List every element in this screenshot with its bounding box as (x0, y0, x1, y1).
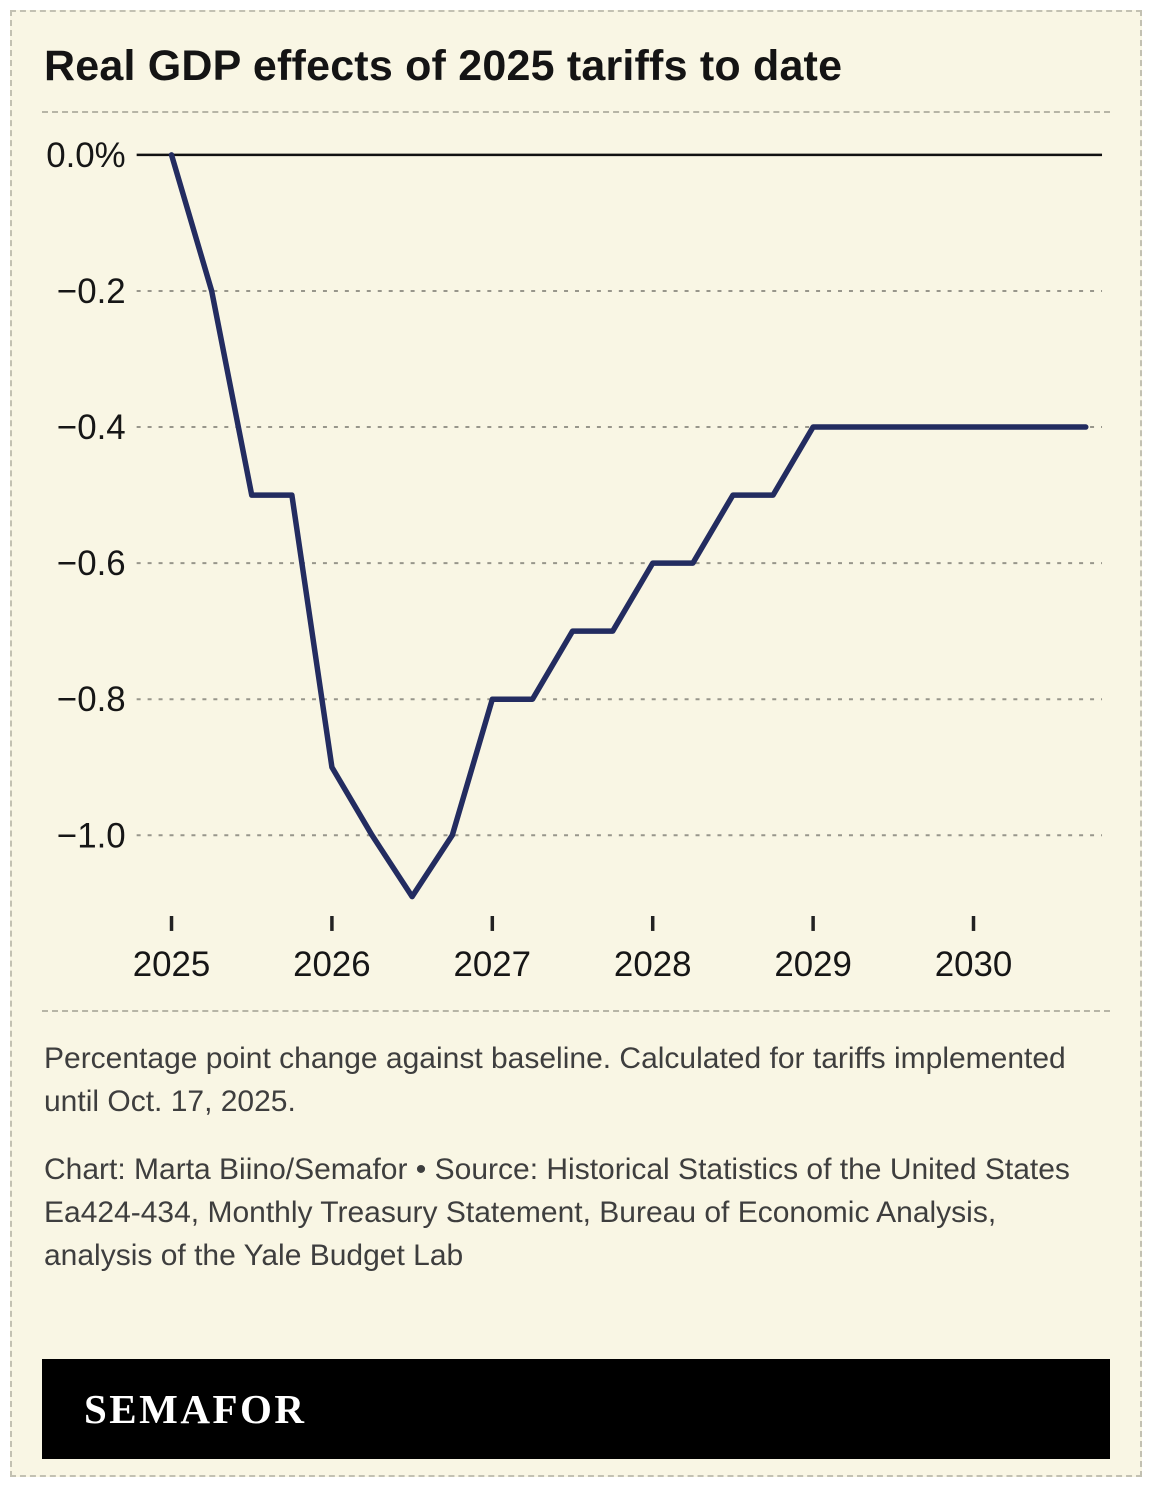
gdp-effect-line (168, 152, 1089, 900)
bottom-separator (42, 1010, 1110, 1013)
semafor-wordmark: SEMAFOR (84, 1386, 307, 1432)
x-axis-label: 2029 (774, 945, 852, 984)
top-separator (42, 111, 1110, 114)
x-axis-label: 2028 (614, 945, 692, 984)
x-axis-label: 2030 (935, 945, 1013, 984)
y-axis-label: −0.4 (57, 408, 126, 447)
x-axis-label: 2026 (293, 945, 371, 984)
footnote: Percentage point change against baseline… (44, 1042, 1066, 1118)
y-axis-label: −0.2 (57, 272, 126, 311)
x-axis-label: 2027 (454, 945, 532, 984)
source-credit: Chart: Marta Biino/Semafor • Source: His… (44, 1153, 1070, 1272)
dashed-frame: Real GDP effects of 2025 tariffs to date… (10, 10, 1142, 1477)
line-chart: 0.0% −0.2 −0.4 −0.6 −0.8 −1.0 2025 2026 2027 2028… (42, 119, 1110, 996)
y-axis-label: −0.8 (57, 681, 126, 720)
y-axis-label: −1.0 (57, 817, 126, 856)
y-axis-label: −0.6 (57, 545, 126, 584)
x-axis-label: 2025 (133, 945, 211, 984)
chart-svg: 0.0% −0.2 −0.4 −0.6 −0.8 −1.0 2025 2026 2027 2028… (46, 136, 1103, 984)
semafor-brand-bar: SEMAFOR (42, 1359, 1110, 1459)
y-axis-label: 0.0% (46, 136, 125, 175)
chart-title: Real GDP effects of 2025 tariffs to date (44, 42, 843, 90)
